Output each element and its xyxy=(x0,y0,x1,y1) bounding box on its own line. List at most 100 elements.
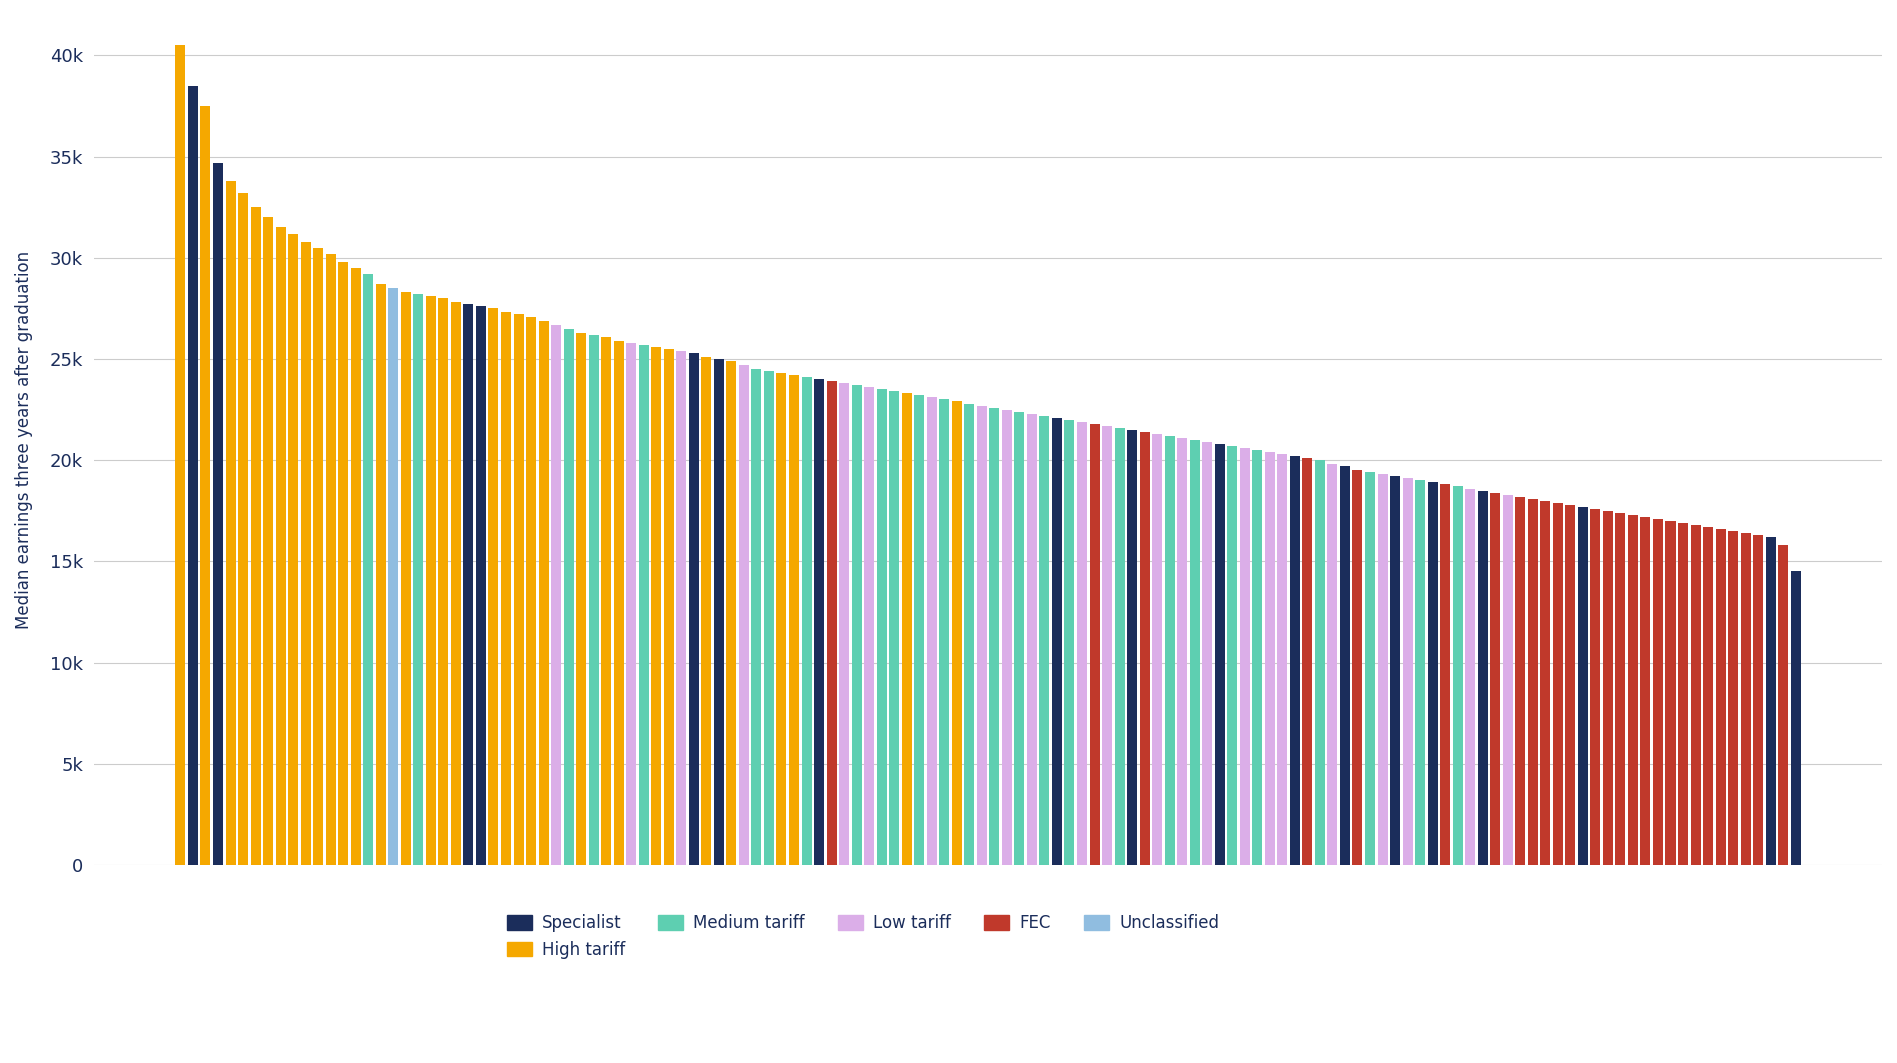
Bar xyxy=(1715,529,1726,865)
Bar xyxy=(488,308,499,865)
Bar xyxy=(1227,446,1237,865)
Bar xyxy=(175,46,186,865)
Bar xyxy=(514,315,524,865)
Bar xyxy=(425,297,436,865)
Bar xyxy=(1339,467,1351,865)
Bar xyxy=(476,306,486,865)
Bar xyxy=(376,284,385,865)
Bar xyxy=(1690,525,1700,865)
Bar xyxy=(852,385,861,865)
Bar xyxy=(237,193,249,865)
Bar xyxy=(338,261,349,865)
Bar xyxy=(1366,472,1375,865)
Bar xyxy=(275,227,286,865)
Bar xyxy=(1315,460,1324,865)
Bar xyxy=(789,375,799,865)
Bar xyxy=(1127,429,1136,865)
Bar xyxy=(713,359,725,865)
Bar xyxy=(1777,545,1789,865)
Bar xyxy=(1002,409,1011,865)
Bar xyxy=(577,333,586,865)
Bar xyxy=(1203,442,1212,865)
Bar xyxy=(1791,572,1800,865)
Bar xyxy=(1189,440,1199,865)
Bar xyxy=(1741,533,1751,865)
Bar xyxy=(890,391,899,865)
Bar xyxy=(802,377,812,865)
Bar xyxy=(914,395,924,865)
Bar xyxy=(865,387,875,865)
Bar xyxy=(550,324,562,865)
Bar xyxy=(438,299,448,865)
Bar xyxy=(977,406,986,865)
Bar xyxy=(451,302,461,865)
Bar xyxy=(1453,487,1463,865)
Bar xyxy=(288,234,298,865)
Bar xyxy=(414,294,423,865)
Bar xyxy=(1015,411,1024,865)
Bar xyxy=(827,382,837,865)
Bar xyxy=(1540,501,1550,865)
Bar xyxy=(188,86,197,865)
Bar xyxy=(1377,474,1387,865)
Bar xyxy=(964,404,975,865)
Bar xyxy=(1353,470,1362,865)
Bar xyxy=(1290,456,1299,865)
Bar xyxy=(1766,537,1776,865)
Bar xyxy=(1527,499,1538,865)
Bar xyxy=(313,248,322,865)
Bar xyxy=(990,407,1000,865)
Bar xyxy=(1402,478,1413,865)
Bar xyxy=(1628,514,1637,865)
Bar xyxy=(1666,521,1675,865)
Bar xyxy=(727,361,736,865)
Bar xyxy=(1491,492,1501,865)
Bar xyxy=(626,342,635,865)
Bar xyxy=(601,337,611,865)
Bar xyxy=(1590,509,1601,865)
Bar xyxy=(501,313,510,865)
Bar xyxy=(1516,496,1525,865)
Bar xyxy=(1464,489,1476,865)
Bar xyxy=(1616,512,1626,865)
Bar xyxy=(838,384,850,865)
Bar xyxy=(250,207,260,865)
Bar xyxy=(751,369,761,865)
Bar xyxy=(1252,450,1262,865)
Bar xyxy=(1026,414,1038,865)
Bar xyxy=(1565,505,1575,865)
Bar xyxy=(300,241,311,865)
Bar xyxy=(1140,432,1150,865)
Bar xyxy=(1753,535,1762,865)
Bar xyxy=(939,400,948,865)
Bar xyxy=(226,181,235,865)
Bar xyxy=(1265,452,1275,865)
Bar xyxy=(651,347,662,865)
Bar xyxy=(1303,458,1313,865)
Bar xyxy=(1415,480,1425,865)
Bar xyxy=(1440,485,1449,865)
Bar xyxy=(901,393,912,865)
Bar xyxy=(1391,476,1400,865)
Bar xyxy=(1214,444,1225,865)
Bar xyxy=(1578,507,1588,865)
Y-axis label: Median earnings three years after graduation: Median earnings three years after gradua… xyxy=(15,251,32,629)
Bar xyxy=(264,217,273,865)
Bar xyxy=(1053,418,1062,865)
Bar xyxy=(1178,438,1188,865)
Bar xyxy=(1478,490,1487,865)
Bar xyxy=(952,402,962,865)
Bar xyxy=(463,304,474,865)
Bar xyxy=(613,341,624,865)
Bar xyxy=(814,379,823,865)
Bar xyxy=(876,389,886,865)
Bar xyxy=(525,317,537,865)
Bar xyxy=(389,288,398,865)
Bar xyxy=(1554,503,1563,865)
Bar xyxy=(1603,510,1612,865)
Bar xyxy=(677,351,687,865)
Bar xyxy=(212,163,224,865)
Bar xyxy=(1064,420,1074,865)
Bar xyxy=(1151,434,1163,865)
Legend: Specialist, High tariff, Medium tariff, Low tariff, FEC, Unclassified: Specialist, High tariff, Medium tariff, … xyxy=(499,906,1227,967)
